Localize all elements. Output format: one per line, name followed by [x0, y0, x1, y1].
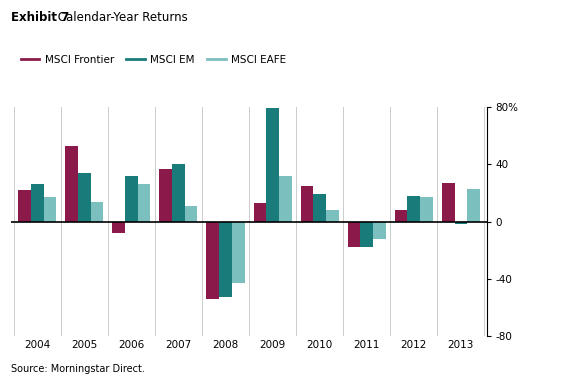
Bar: [314, 194, 326, 222]
Bar: [185, 206, 198, 222]
Legend: MSCI Frontier, MSCI EM, MSCI EAFE: MSCI Frontier, MSCI EM, MSCI EAFE: [16, 51, 290, 70]
Bar: [266, 108, 279, 222]
Bar: [420, 197, 433, 222]
Bar: [112, 222, 125, 233]
Bar: [138, 185, 151, 222]
Bar: [160, 168, 172, 222]
Text: Source: Morningstar Direct.: Source: Morningstar Direct.: [11, 364, 145, 374]
Bar: [91, 202, 104, 222]
Bar: [279, 176, 291, 222]
Bar: [207, 222, 219, 299]
Bar: [395, 210, 408, 222]
Bar: [125, 176, 138, 222]
Bar: [408, 196, 420, 222]
Text: Calendar-Year Returns: Calendar-Year Returns: [54, 11, 187, 24]
Bar: [219, 222, 232, 298]
Bar: [301, 186, 314, 222]
Bar: [467, 189, 480, 222]
Bar: [65, 146, 78, 222]
Bar: [172, 164, 185, 222]
Bar: [254, 203, 266, 222]
Bar: [361, 222, 373, 248]
Text: Exhibit 7: Exhibit 7: [11, 11, 70, 24]
Bar: [454, 222, 467, 225]
Bar: [326, 210, 338, 222]
Bar: [373, 222, 386, 239]
Bar: [18, 190, 31, 222]
Bar: [232, 222, 245, 283]
Bar: [44, 197, 56, 222]
Bar: [348, 222, 361, 248]
Bar: [442, 183, 454, 222]
Bar: [31, 185, 44, 222]
Bar: [78, 173, 91, 222]
